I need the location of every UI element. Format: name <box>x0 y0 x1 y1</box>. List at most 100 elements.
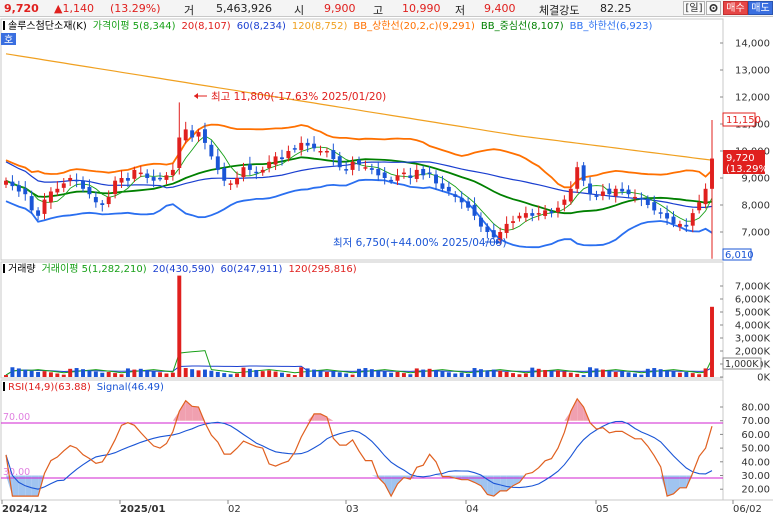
candle-body <box>581 165 586 181</box>
volume-bar <box>677 372 682 377</box>
volume-bar <box>530 367 535 377</box>
candle-body <box>241 167 246 178</box>
candle-body <box>382 172 387 178</box>
candle-body <box>177 137 182 169</box>
axis-tick: 6,000K <box>735 295 771 306</box>
volume-bar <box>324 371 329 377</box>
candle-body <box>164 175 169 180</box>
legend-item: BB_하한선(6,923) <box>570 19 653 32</box>
candle-body <box>677 223 682 227</box>
volume-bar <box>292 375 297 377</box>
volume-bar <box>690 373 695 377</box>
ask-tag[interactable] <box>1 33 16 45</box>
svg-text:9,720: 9,720 <box>726 153 755 164</box>
volume-bar <box>196 370 201 377</box>
x-axis: 2024/12 2025/01 02 03 04 05 06/02 <box>1 500 762 515</box>
candle-body <box>517 215 522 219</box>
candle-body <box>523 213 528 218</box>
candle-body <box>318 151 323 153</box>
svg-text:1,000K: 1,000K <box>725 359 759 370</box>
high-label: 고 <box>373 4 384 17</box>
candle-body <box>626 189 631 195</box>
volume-bar <box>93 371 98 377</box>
volume-bar <box>170 372 175 377</box>
volume-bar <box>421 369 426 377</box>
volume-pane[interactable] <box>0 261 724 379</box>
legend-item: 솔루스첨단소재(K) <box>8 20 87 32</box>
rsi-legend: RSI(14,9)(63.88) Signal(46.49) <box>3 382 164 393</box>
volume-bar <box>23 369 28 377</box>
legend-item: 거래량 <box>8 263 36 275</box>
legend-item: RSI(14,9)(63.88) <box>8 382 91 393</box>
candle-body <box>222 168 227 181</box>
volume-bar <box>568 372 573 377</box>
volume-bar <box>81 369 85 377</box>
volume-bar <box>498 370 503 377</box>
candle-body <box>684 224 689 227</box>
candle-body <box>645 198 650 205</box>
volume-bar <box>613 371 618 377</box>
axis-tick: 9,000 <box>741 174 770 185</box>
candle-body <box>74 179 79 182</box>
candle-body <box>633 196 637 199</box>
candle-body <box>350 161 355 170</box>
volume-bar <box>633 373 637 377</box>
bb-lower-line <box>5 178 713 249</box>
candle-body <box>478 217 483 227</box>
volume-bar <box>697 374 702 377</box>
axis-tick: 70.00 <box>741 416 770 427</box>
price-legend: 솔루스첨단소재(K) 가격이평 5(8,344) 20(8,107) 60(8,234… <box>3 19 653 32</box>
volume-bar <box>401 373 406 377</box>
candle-body <box>190 130 195 138</box>
volume-bar <box>511 373 516 377</box>
low-label: 저 <box>455 4 466 17</box>
candle-body <box>36 210 41 216</box>
axis-tick: 8,000 <box>741 201 770 212</box>
axis-tick: 60.00 <box>741 430 770 441</box>
buy-button[interactable]: 매수 <box>723 1 748 15</box>
candle-body <box>337 156 342 168</box>
candle-body <box>562 199 567 205</box>
volume-bar <box>645 368 650 377</box>
volume-bar <box>478 369 483 377</box>
candle-body <box>568 188 573 202</box>
axis-tick: 3,000K <box>735 334 771 345</box>
period-button[interactable]: [일] <box>683 1 705 15</box>
volume-bar <box>42 371 47 377</box>
open-label: 시 <box>294 4 305 17</box>
axis-tick: 5,000K <box>735 308 771 319</box>
candle-body <box>613 188 618 197</box>
volume-bar <box>254 369 259 377</box>
volume-bars <box>4 275 714 377</box>
volume-bar <box>517 374 522 377</box>
volume-bar <box>446 372 451 377</box>
volume-bar <box>158 372 163 377</box>
gear-icon[interactable] <box>706 1 721 15</box>
volume-bar <box>588 367 593 377</box>
volume-bar <box>466 373 471 377</box>
candle-body <box>267 161 272 169</box>
candle-body <box>530 213 535 216</box>
axis-tick: 12,000 <box>735 93 770 104</box>
candle-body <box>491 230 496 238</box>
candle-body <box>363 167 368 169</box>
volume-bar <box>363 368 368 377</box>
legend-item: 60(247,911) <box>221 264 283 275</box>
svg-text:70.00: 70.00 <box>3 412 30 423</box>
legend-item: BB_상한선(20,2,c)(9,291) <box>353 20 475 32</box>
candle-body <box>100 203 105 205</box>
volume-bar <box>350 374 355 377</box>
volume-bar <box>408 374 413 377</box>
candle-body <box>395 175 400 181</box>
rsi-pane[interactable] <box>0 379 724 501</box>
axis-tick: 7,000K <box>735 282 771 293</box>
volume-bar <box>472 368 477 377</box>
candle-body <box>81 180 85 189</box>
volume-bar <box>183 368 188 377</box>
volume-bar <box>376 370 381 377</box>
candle-body <box>331 150 336 160</box>
candle-body <box>620 188 625 192</box>
volume-bar <box>209 370 214 377</box>
volume-bar <box>247 368 252 377</box>
